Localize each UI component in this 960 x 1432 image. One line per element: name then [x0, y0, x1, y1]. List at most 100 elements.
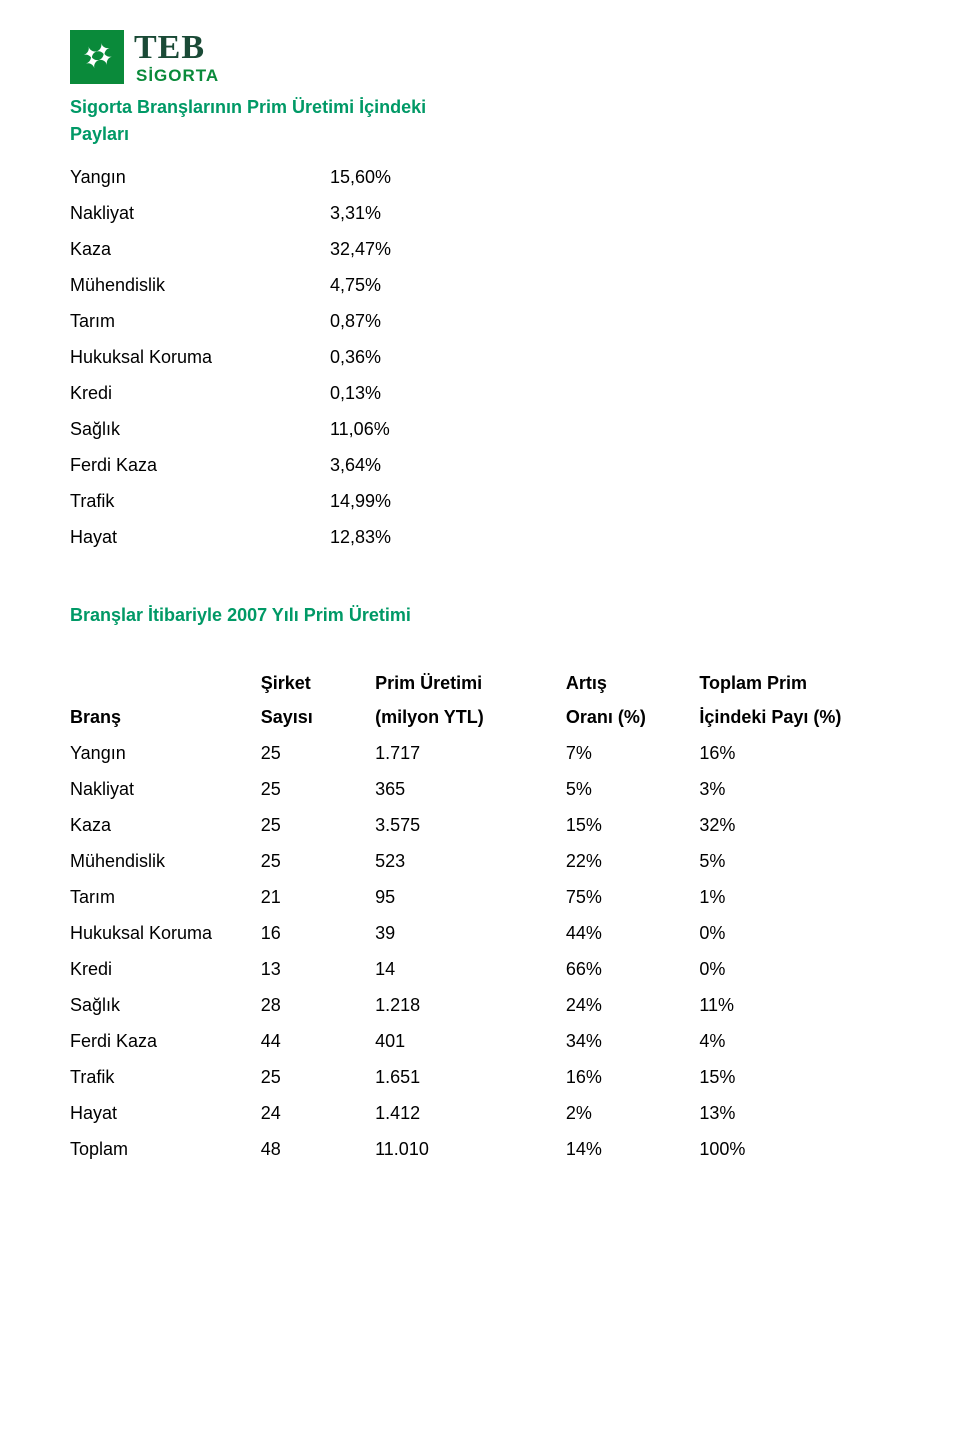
- cell-brans: Hukuksal Koruma: [70, 915, 261, 951]
- cell-toplam: 16%: [699, 735, 890, 771]
- share-label: Sağlık: [70, 411, 330, 447]
- share-value: 0,13%: [330, 375, 470, 411]
- share-value: 0,87%: [330, 303, 470, 339]
- cell-sirket: 25: [261, 771, 375, 807]
- cell-toplam: 5%: [699, 843, 890, 879]
- cell-artis: 14%: [566, 1131, 699, 1167]
- cell-artis: 44%: [566, 915, 699, 951]
- cell-toplam: 13%: [699, 1095, 890, 1131]
- cell-artis: 15%: [566, 807, 699, 843]
- cell-toplam: 4%: [699, 1023, 890, 1059]
- cell-prim: 1.717: [375, 735, 566, 771]
- share-label: Ferdi Kaza: [70, 447, 330, 483]
- share-value: 14,99%: [330, 483, 470, 519]
- share-row: Tarım0,87%: [70, 303, 890, 339]
- share-row: Yangın15,60%: [70, 159, 890, 195]
- share-label: Tarım: [70, 303, 330, 339]
- header-brans: [70, 666, 261, 700]
- share-label: Trafik: [70, 483, 330, 519]
- cell-brans: Trafik: [70, 1059, 261, 1095]
- share-row: Kaza32,47%: [70, 231, 890, 267]
- cell-toplam: 1%: [699, 879, 890, 915]
- table-row: Ferdi Kaza4440134%4%: [70, 1023, 890, 1059]
- logo-teb-text: TEB: [134, 31, 219, 65]
- cell-prim: 1.651: [375, 1059, 566, 1095]
- cell-prim: 11.010: [375, 1131, 566, 1167]
- share-row: Ferdi Kaza3,64%: [70, 447, 890, 483]
- share-row: Hukuksal Koruma0,36%: [70, 339, 890, 375]
- cell-brans: Ferdi Kaza: [70, 1023, 261, 1059]
- cell-toplam: 11%: [699, 987, 890, 1023]
- share-row: Trafik14,99%: [70, 483, 890, 519]
- share-label: Kaza: [70, 231, 330, 267]
- cell-artis: 66%: [566, 951, 699, 987]
- cell-toplam: 3%: [699, 771, 890, 807]
- cell-prim: 14: [375, 951, 566, 987]
- share-value: 0,36%: [330, 339, 470, 375]
- cell-sirket: 28: [261, 987, 375, 1023]
- header-brans: Branş: [70, 700, 261, 734]
- share-value: 11,06%: [330, 411, 470, 447]
- share-value: 3,31%: [330, 195, 470, 231]
- cell-brans: Kredi: [70, 951, 261, 987]
- header-sirket: Şirket: [261, 666, 375, 700]
- production-table: Şirket Prim Üretimi Artış Toplam Prim Br…: [70, 666, 890, 1166]
- share-value: 12,83%: [330, 519, 470, 555]
- share-value: 15,60%: [330, 159, 470, 195]
- cell-sirket: 25: [261, 735, 375, 771]
- table-row: Trafik251.65116%15%: [70, 1059, 890, 1095]
- table-row: Kredi131466%0%: [70, 951, 890, 987]
- table-row: Hukuksal Koruma163944%0%: [70, 915, 890, 951]
- cell-brans: Sağlık: [70, 987, 261, 1023]
- cell-brans: Yangın: [70, 735, 261, 771]
- share-label: Yangın: [70, 159, 330, 195]
- cell-artis: 7%: [566, 735, 699, 771]
- cell-sirket: 25: [261, 843, 375, 879]
- cell-sirket: 24: [261, 1095, 375, 1131]
- share-label: Kredi: [70, 375, 330, 411]
- cell-prim: 1.218: [375, 987, 566, 1023]
- table-header-row-1: Şirket Prim Üretimi Artış Toplam Prim: [70, 666, 890, 700]
- logo-block: ✦✦✦✦ TEB SİGORTA: [70, 30, 890, 84]
- cell-brans: Hayat: [70, 1095, 261, 1131]
- cell-prim: 523: [375, 843, 566, 879]
- shares-table: Yangın15,60% Nakliyat3,31% Kaza32,47% Mü…: [70, 159, 890, 555]
- cell-sirket: 21: [261, 879, 375, 915]
- cell-sirket: 25: [261, 1059, 375, 1095]
- cell-toplam: 0%: [699, 915, 890, 951]
- header-toplam: Toplam Prim: [699, 666, 890, 700]
- share-label: Nakliyat: [70, 195, 330, 231]
- share-row: Sağlık11,06%: [70, 411, 890, 447]
- logo-sigorta-text: SİGORTA: [136, 67, 219, 84]
- cell-artis: 16%: [566, 1059, 699, 1095]
- cell-sirket: 44: [261, 1023, 375, 1059]
- table-row: Kaza253.57515%32%: [70, 807, 890, 843]
- cell-brans: Kaza: [70, 807, 261, 843]
- cell-brans: Nakliyat: [70, 771, 261, 807]
- cell-prim: 1.412: [375, 1095, 566, 1131]
- header-prim: Prim Üretimi: [375, 666, 566, 700]
- cell-brans: Mühendislik: [70, 843, 261, 879]
- table-row: Hayat241.4122%13%: [70, 1095, 890, 1131]
- cell-sirket: 25: [261, 807, 375, 843]
- header-prim: (milyon YTL): [375, 700, 566, 734]
- cell-toplam: 32%: [699, 807, 890, 843]
- cell-artis: 75%: [566, 879, 699, 915]
- cell-toplam: 100%: [699, 1131, 890, 1167]
- cell-sirket: 16: [261, 915, 375, 951]
- section2-title: Branşlar İtibariyle 2007 Yılı Prim Üreti…: [70, 605, 890, 626]
- cell-prim: 401: [375, 1023, 566, 1059]
- section1-title-line2: Payları: [70, 124, 890, 145]
- cell-sirket: 13: [261, 951, 375, 987]
- cell-artis: 2%: [566, 1095, 699, 1131]
- table-row: Nakliyat253655%3%: [70, 771, 890, 807]
- header-artis: Oranı (%): [566, 700, 699, 734]
- cell-prim: 3.575: [375, 807, 566, 843]
- table-row: Yangın251.7177%16%: [70, 735, 890, 771]
- cell-brans: Tarım: [70, 879, 261, 915]
- table-row: Tarım219575%1%: [70, 879, 890, 915]
- cell-artis: 34%: [566, 1023, 699, 1059]
- header-toplam: İçindeki Payı (%): [699, 700, 890, 734]
- table-row: Mühendislik2552322%5%: [70, 843, 890, 879]
- cell-prim: 365: [375, 771, 566, 807]
